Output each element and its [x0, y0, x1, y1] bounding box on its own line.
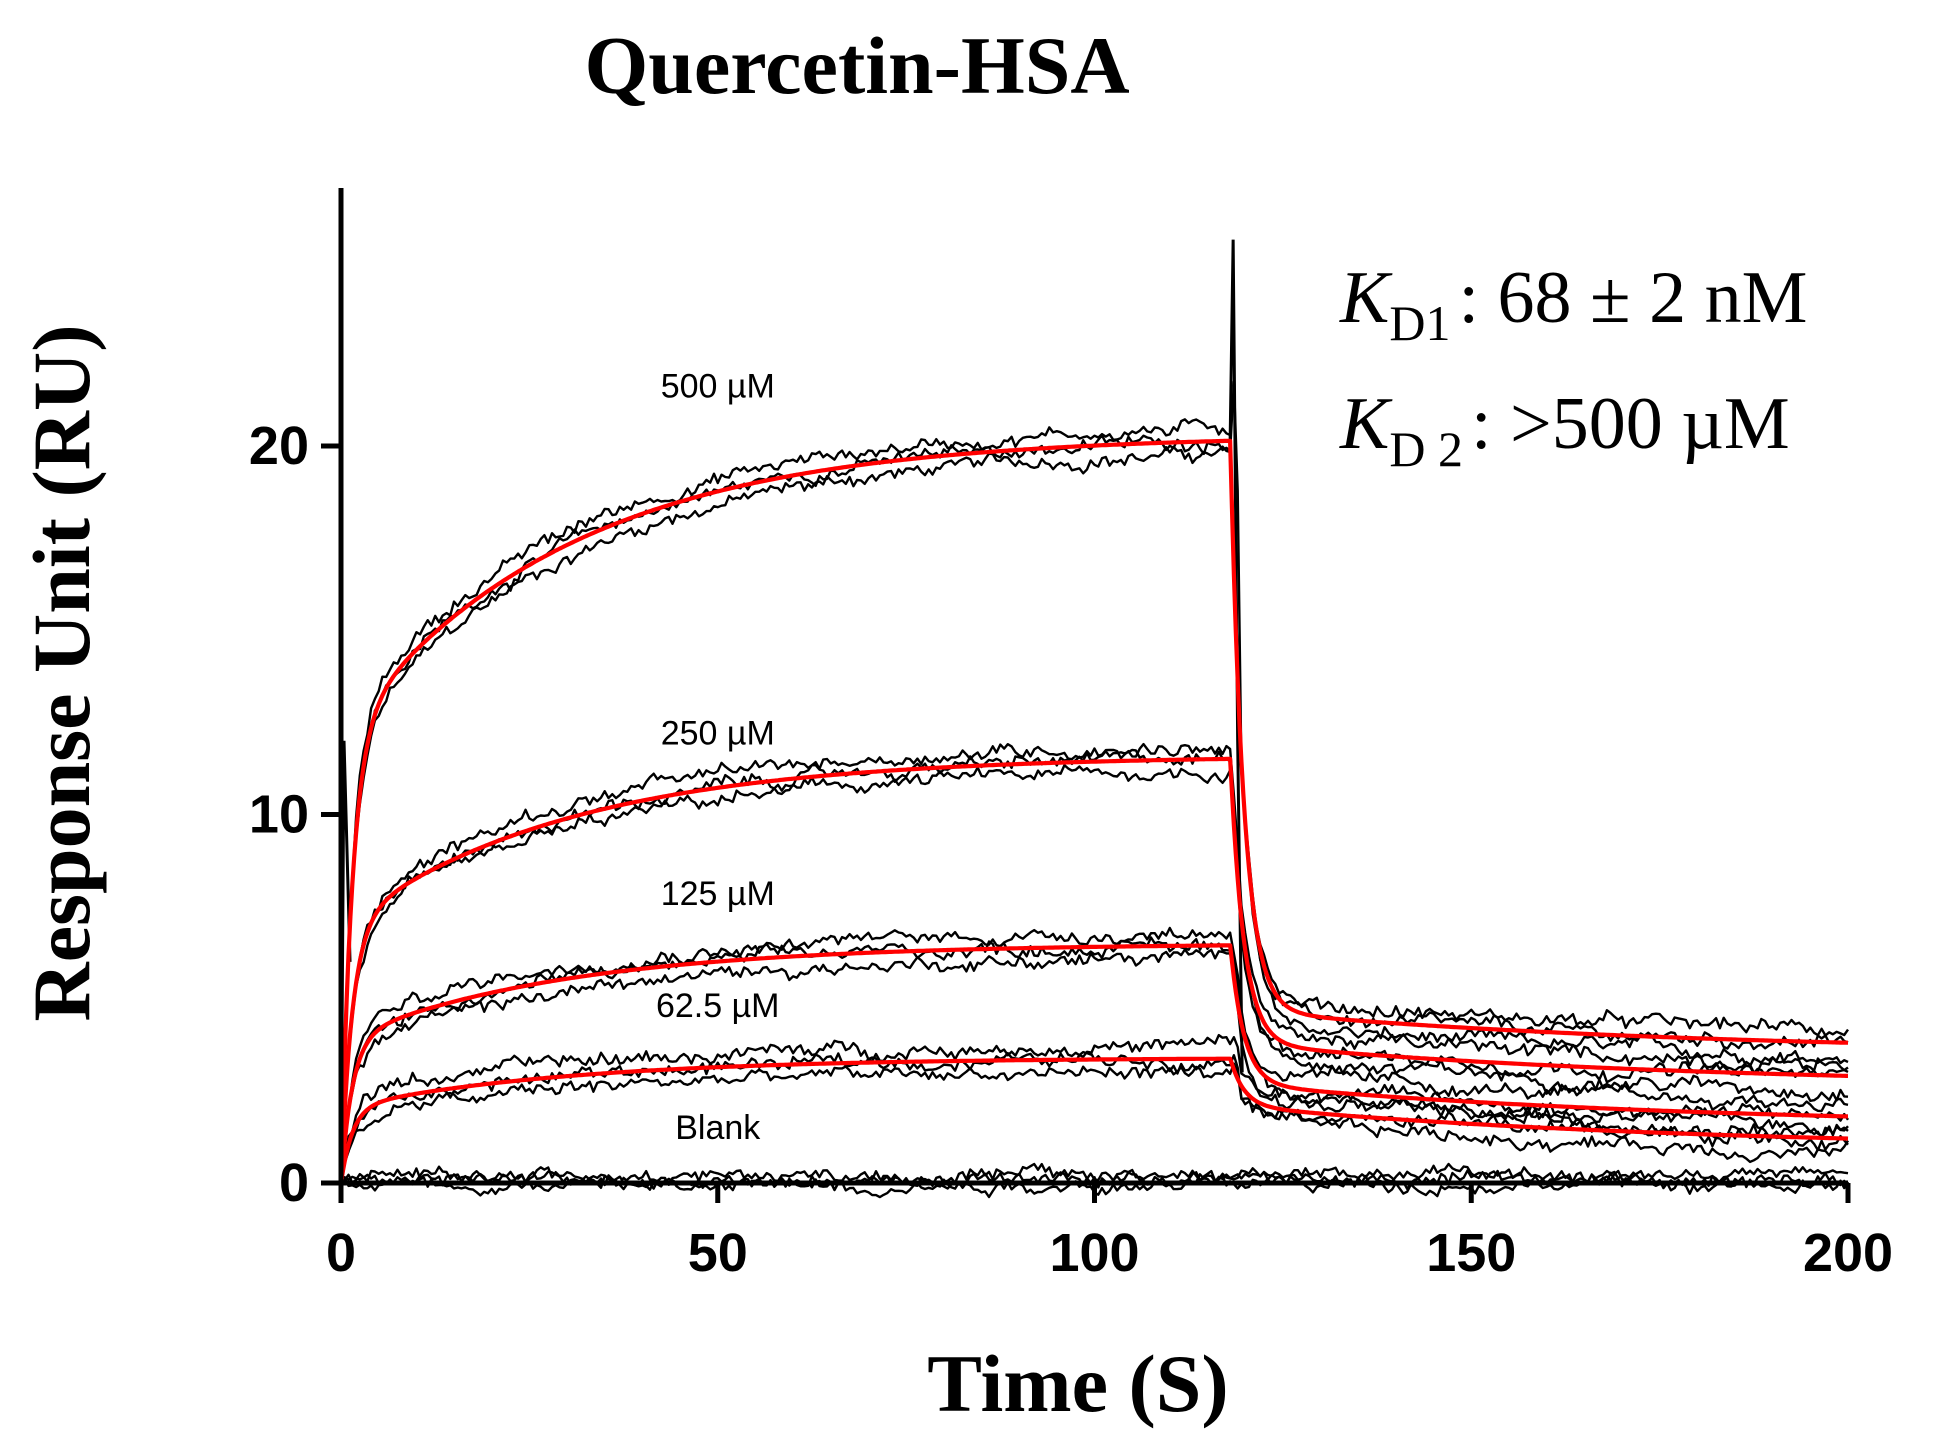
data-trace-1-rep-3 [339, 418, 1849, 1180]
kd1-annotation: KD1: 68 ± 2 nM [1339, 257, 1807, 351]
series-labels-layer: 500 µM 250 µM 125 µM 62.5 µM Blank [656, 368, 780, 1147]
kd2-value: : >500 µM [1471, 383, 1790, 465]
x-tick-label-100: 100 [1049, 1223, 1139, 1283]
data-trace-3-rep-1 [339, 948, 1849, 1183]
y-tick-label-20: 20 [249, 416, 309, 476]
data-trace-5-rep-2 [340, 1165, 1849, 1194]
x-tick-label-200: 200 [1803, 1223, 1893, 1283]
x-tick-label-50: 50 [688, 1223, 748, 1283]
y-tick-label-10: 10 [249, 784, 309, 844]
fit-curve-4 [338, 1056, 1849, 1184]
kd1-value: : 68 ± 2 nM [1458, 257, 1807, 339]
fit-curve-3 [338, 943, 1849, 1184]
kd1-symbol: K [1339, 257, 1393, 339]
data-trace-2-rep-2 [339, 748, 1849, 1181]
kd2-symbol: K [1339, 383, 1393, 465]
x-tick-label-150: 150 [1426, 1223, 1516, 1283]
chart-title: Quercetin-HSA [584, 20, 1129, 111]
kd2-annotation: KD 2: >500 µM [1339, 383, 1790, 477]
data-trace-2-rep-1 [339, 764, 1849, 1187]
data-trace-4-rep-1 [339, 1062, 1850, 1183]
data-trace-1-rep-1 [339, 380, 1849, 1184]
series-label-4: 62.5 µM [656, 987, 780, 1025]
data-trace-3-rep-3 [339, 926, 1849, 1179]
axes-layer: 0 50 100 150 200 0 10 20 [249, 188, 1893, 1283]
series-label-2: 250 µM [661, 715, 775, 753]
x-tick-label-0: 0 [326, 1223, 356, 1283]
y-axis-title: Response Unit (RU) [16, 325, 107, 1022]
data-trace-4-rep-3 [339, 1033, 1849, 1180]
kd-annotation: KD1: 68 ± 2 nM KD 2: >500 µM [1339, 257, 1807, 477]
data-trace-2-rep-3 [339, 742, 1849, 1186]
fit-curve-1 [338, 438, 1849, 1184]
series-label-3: 125 µM [661, 875, 775, 913]
kd2-subscript: D 2 [1389, 421, 1463, 477]
fit-curve-2 [338, 756, 1849, 1184]
kd1-subscript: D1 [1389, 295, 1450, 351]
x-axis-title: Time (S) [927, 1338, 1228, 1429]
y-tick-label-0: 0 [279, 1153, 309, 1213]
series-label-1: 500 µM [661, 368, 775, 406]
series-label-5: Blank [675, 1109, 761, 1147]
